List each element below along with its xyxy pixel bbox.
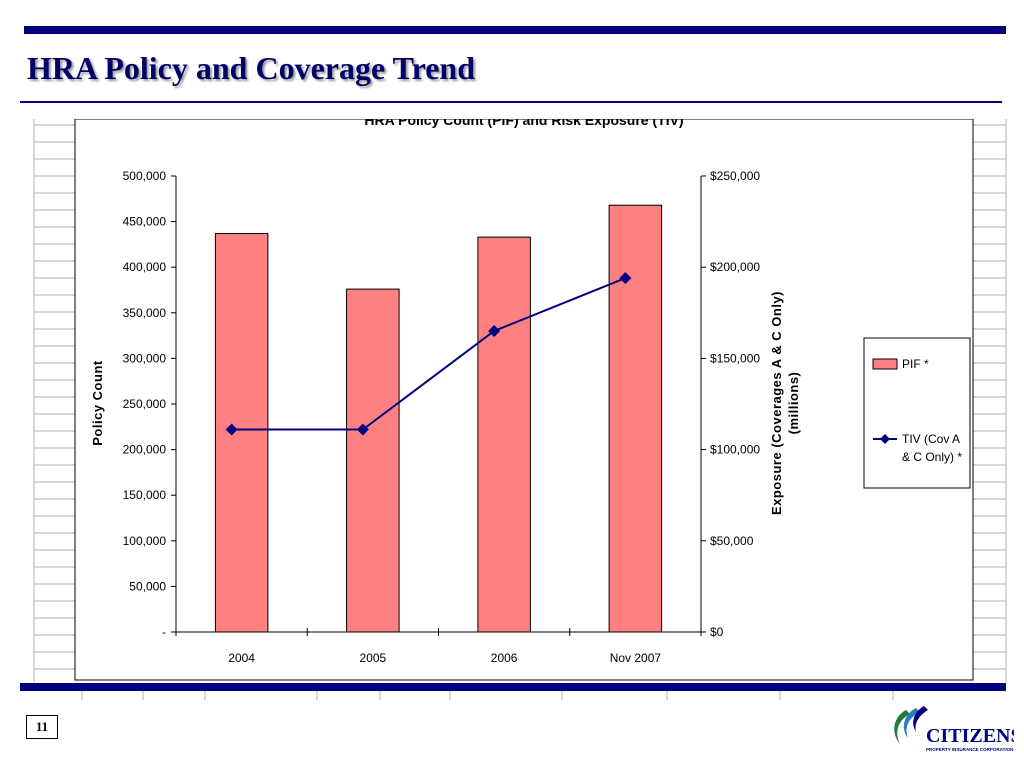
x-tick-label: 2005	[360, 651, 387, 665]
y-right-axis-title-line1: Exposure (Coverages A & C Only)	[769, 291, 784, 515]
y-left-axis-title: Policy Count	[90, 360, 105, 446]
y-left-tick-label: 500,000	[123, 169, 167, 183]
logo-wordmark: CITIZENS	[926, 725, 1014, 747]
legend-label-tiv-line1: TIV (Cov A	[902, 432, 960, 446]
y-right-tick-label: $250,000	[710, 169, 760, 183]
y-left-tick-label: 200,000	[123, 443, 167, 457]
logo-swoosh-navy	[913, 706, 928, 732]
logo-swoosh-blue	[903, 708, 920, 738]
y-right-tick-label: $50,000	[710, 534, 754, 548]
slide-title: HRA Policy and Coverage Trend	[27, 50, 475, 86]
legend-swatch-pif	[872, 358, 898, 370]
chart-title-mask	[75, 103, 973, 119]
legend-marker-tiv	[880, 434, 890, 444]
y-left-tick-label: 150,000	[123, 488, 167, 502]
legend-label-tiv-line2: & C Only) *	[902, 450, 962, 464]
y-right-tick-label: $200,000	[710, 260, 760, 274]
axes	[171, 175, 706, 636]
y-right-axis-title-line2: (millions)	[786, 372, 801, 435]
x-tick-label: 2006	[491, 651, 518, 665]
bar-pif-1	[346, 288, 400, 633]
point-tiv-2	[488, 325, 501, 338]
y-left-tick-label: 100,000	[123, 534, 167, 548]
bar-pif-2	[477, 236, 531, 633]
point-tiv-3	[619, 272, 632, 285]
y-left-tick-label: 300,000	[123, 351, 167, 365]
title-rule	[20, 101, 1002, 103]
y-right-tick-label: $100,000	[710, 443, 760, 457]
y-left-tick-label: 50,000	[129, 579, 166, 593]
background-grid	[33, 119, 1007, 700]
top-rule	[24, 26, 1006, 34]
citizens-logo: CITIZENS PROPERTY INSURANCE CORPORATION	[894, 706, 1014, 752]
y-left-tick-label: 250,000	[123, 397, 167, 411]
bar-pif-3	[608, 204, 663, 633]
y-left-tick-label: 400,000	[123, 260, 167, 274]
line-series	[225, 272, 632, 436]
page-number: 11	[26, 715, 58, 739]
logo-subtext: PROPERTY INSURANCE CORPORATION	[926, 747, 1013, 752]
bar-series	[214, 204, 663, 633]
point-tiv-0	[225, 423, 238, 436]
x-tick-label: Nov 2007	[610, 651, 662, 665]
logo-swoosh-green	[894, 710, 910, 744]
line-tiv	[231, 277, 626, 431]
legend-label-pif: PIF *	[902, 357, 929, 371]
y-left-tick-label: 450,000	[123, 215, 167, 229]
y-right-tick-label: $150,000	[710, 351, 760, 365]
x-tick-label: 2004	[228, 651, 255, 665]
bar-pif-0	[214, 233, 269, 633]
bottom-rule	[20, 683, 1006, 691]
y-left-tick-label: 350,000	[123, 306, 167, 320]
legend: PIF * TIV (Cov A & C Only) *	[863, 337, 971, 489]
y-left-tick-label: -	[162, 625, 166, 639]
tick-labels: - 50,000 100,000 150,000 200,000 250,000 300,0…	[123, 169, 761, 665]
y-right-tick-label: $0	[710, 625, 724, 639]
point-tiv-1	[356, 423, 369, 436]
